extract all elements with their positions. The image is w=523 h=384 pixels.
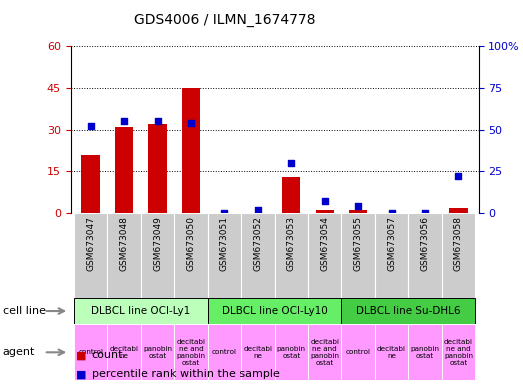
Bar — [115, 127, 133, 213]
Bar — [74, 298, 208, 324]
Text: ■: ■ — [76, 350, 86, 360]
Point — [220, 210, 229, 216]
Text: cell line: cell line — [3, 306, 46, 316]
Point — [421, 210, 429, 216]
Bar — [141, 324, 174, 380]
Text: panobin
ostat: panobin ostat — [411, 346, 439, 359]
Text: GDS4006 / ILMN_1674778: GDS4006 / ILMN_1674778 — [134, 13, 316, 27]
Bar — [241, 324, 275, 380]
Bar — [282, 177, 301, 213]
Bar — [182, 88, 200, 213]
Bar — [442, 324, 475, 380]
Point — [454, 173, 463, 179]
Bar — [342, 298, 475, 324]
Text: agent: agent — [3, 347, 35, 358]
Text: decitabi
ne and
panobin
ostat: decitabi ne and panobin ostat — [310, 339, 339, 366]
Bar — [174, 213, 208, 298]
Text: count: count — [92, 350, 123, 360]
Point — [388, 210, 396, 216]
Text: GSM673049: GSM673049 — [153, 216, 162, 271]
Bar — [174, 324, 208, 380]
Text: decitabi
ne: decitabi ne — [377, 346, 406, 359]
Bar — [208, 324, 241, 380]
Bar — [342, 213, 375, 298]
Text: GSM673056: GSM673056 — [420, 216, 429, 271]
Bar — [208, 213, 241, 298]
Bar — [107, 213, 141, 298]
Text: percentile rank within the sample: percentile rank within the sample — [92, 369, 279, 379]
Text: panobin
ostat: panobin ostat — [143, 346, 172, 359]
Point — [287, 160, 295, 166]
Bar — [408, 213, 442, 298]
Bar — [315, 210, 334, 213]
Bar — [442, 213, 475, 298]
Text: GSM673057: GSM673057 — [387, 216, 396, 271]
Point — [254, 207, 262, 213]
Bar — [449, 207, 468, 213]
Bar — [375, 324, 408, 380]
Text: ■: ■ — [76, 369, 86, 379]
Bar — [141, 213, 174, 298]
Text: control: control — [212, 349, 237, 355]
Text: decitabi
ne and
panobin
ostat: decitabi ne and panobin ostat — [176, 339, 206, 366]
Text: GSM673050: GSM673050 — [187, 216, 196, 271]
Bar — [149, 124, 167, 213]
Text: GSM673047: GSM673047 — [86, 216, 95, 271]
Bar — [308, 324, 342, 380]
Bar — [275, 213, 308, 298]
Point — [187, 120, 195, 126]
Text: GSM673051: GSM673051 — [220, 216, 229, 271]
Text: decitabi
ne: decitabi ne — [110, 346, 139, 359]
Bar — [74, 213, 107, 298]
Text: GSM673058: GSM673058 — [454, 216, 463, 271]
Point — [321, 199, 329, 205]
Text: decitabi
ne: decitabi ne — [243, 346, 272, 359]
Bar — [275, 324, 308, 380]
Bar — [107, 324, 141, 380]
Text: decitabi
ne and
panobin
ostat: decitabi ne and panobin ostat — [444, 339, 473, 366]
Bar — [82, 155, 100, 213]
Bar — [375, 213, 408, 298]
Text: GSM673048: GSM673048 — [120, 216, 129, 271]
Text: GSM673055: GSM673055 — [354, 216, 362, 271]
Text: DLBCL line OCI-Ly1: DLBCL line OCI-Ly1 — [91, 306, 190, 316]
Text: DLBCL line OCI-Ly10: DLBCL line OCI-Ly10 — [222, 306, 327, 316]
Point — [86, 123, 95, 129]
Bar — [241, 213, 275, 298]
Bar — [208, 298, 342, 324]
Text: control: control — [346, 349, 371, 355]
Point — [153, 118, 162, 124]
Bar — [308, 213, 342, 298]
Text: GSM673053: GSM673053 — [287, 216, 296, 271]
Point — [354, 204, 362, 210]
Text: GSM673054: GSM673054 — [320, 216, 329, 271]
Text: GSM673052: GSM673052 — [253, 216, 263, 271]
Bar — [342, 324, 375, 380]
Text: control: control — [78, 349, 103, 355]
Bar — [349, 210, 367, 213]
Text: DLBCL line Su-DHL6: DLBCL line Su-DHL6 — [356, 306, 461, 316]
Bar — [408, 324, 442, 380]
Text: panobin
ostat: panobin ostat — [277, 346, 306, 359]
Point — [120, 118, 128, 124]
Bar — [74, 324, 107, 380]
